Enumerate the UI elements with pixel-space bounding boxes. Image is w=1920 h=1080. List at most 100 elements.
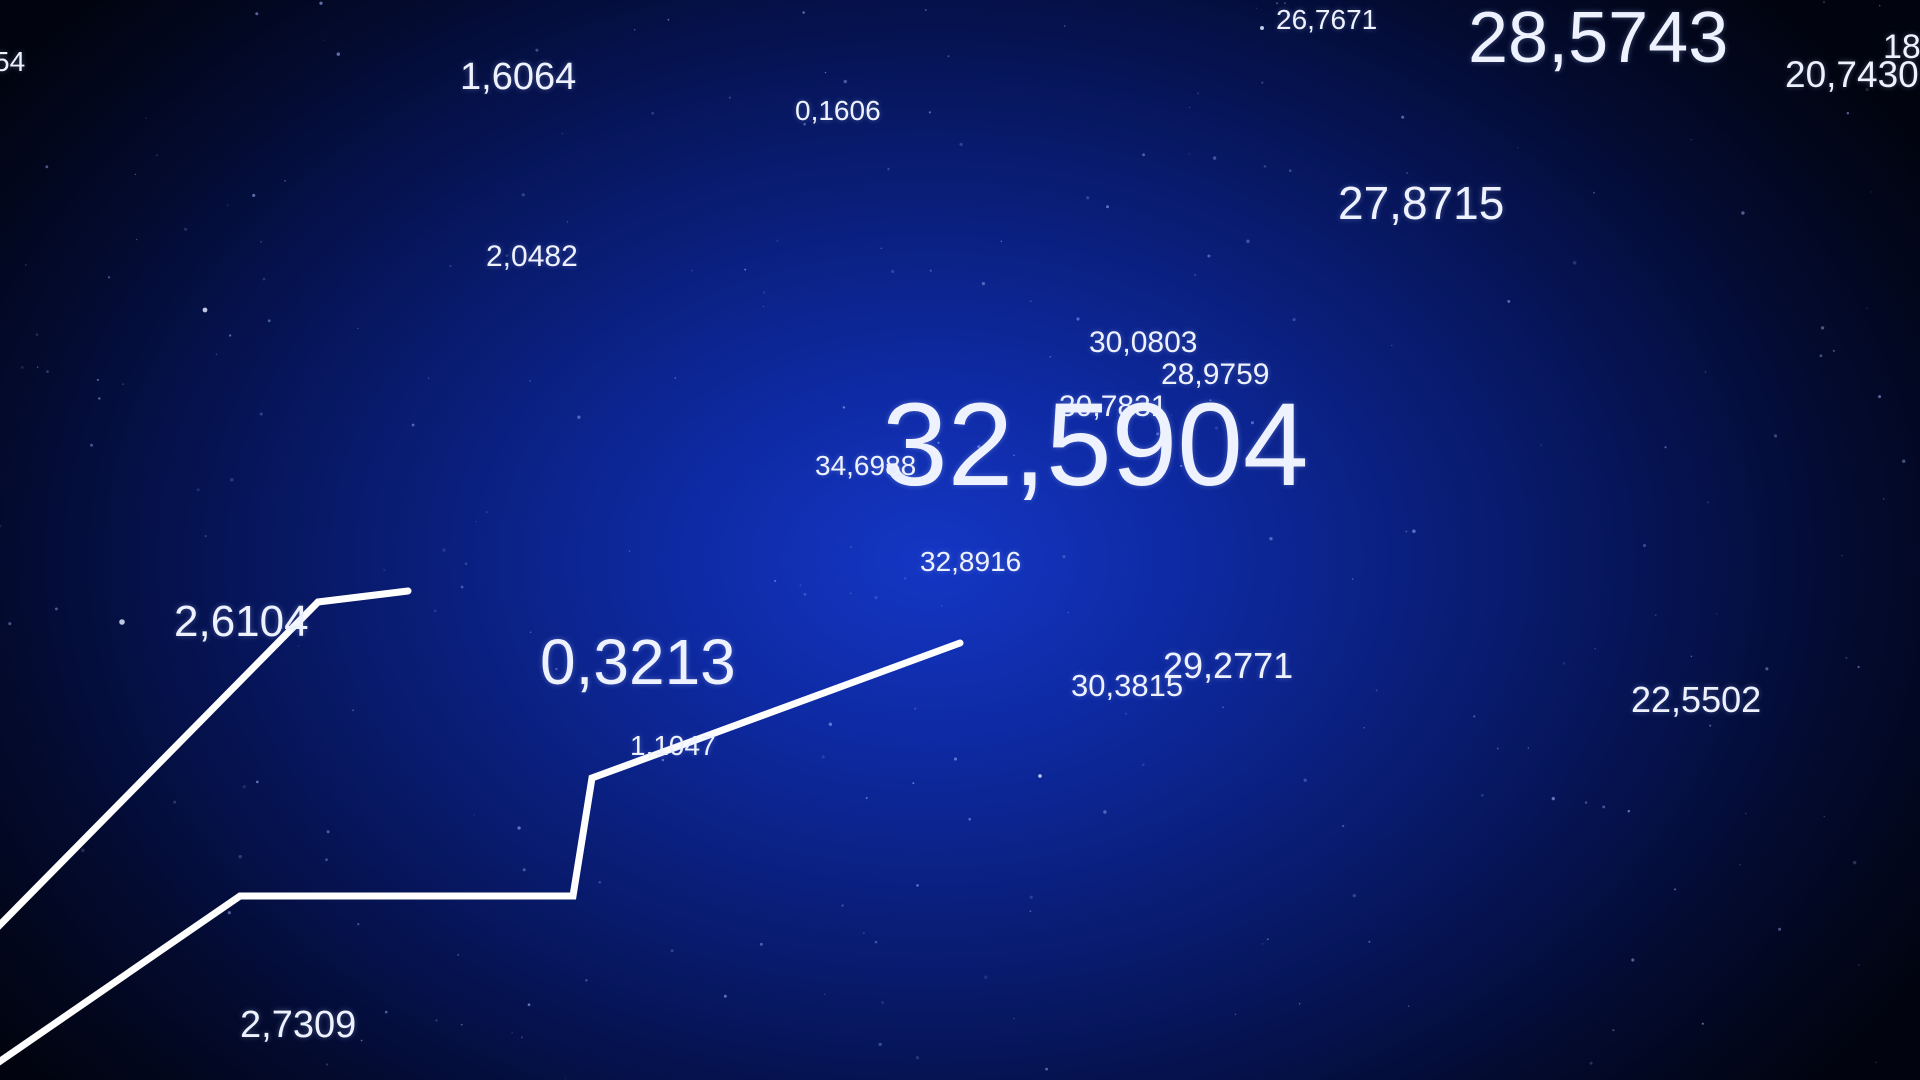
star-dot — [147, 950, 149, 953]
star-dot — [628, 550, 631, 552]
star-dot — [505, 254, 509, 258]
star-dot — [1865, 88, 1869, 92]
star-dot — [1870, 191, 1873, 193]
trend-line-upper — [0, 587, 412, 930]
number-label: 18 — [1883, 28, 1920, 66]
star-dot — [865, 796, 868, 800]
star-dot — [1642, 543, 1647, 548]
star-dot — [511, 1032, 513, 1034]
star-dot — [1631, 958, 1635, 962]
star-dot — [577, 415, 581, 419]
star-dot — [828, 722, 833, 726]
star-dot — [759, 942, 763, 946]
star-dot — [1193, 273, 1197, 277]
star-dot — [435, 1019, 438, 1022]
star-dot — [1823, 1, 1825, 3]
star-dot — [917, 447, 919, 449]
star-dot — [1709, 724, 1712, 727]
star-dot — [336, 52, 341, 56]
star-dot — [564, 1077, 567, 1080]
star-dot — [555, 667, 558, 671]
star-dot — [1412, 529, 1416, 534]
number-label: 30,7831 — [1059, 390, 1168, 423]
star-dot — [1246, 239, 1250, 244]
star-dot — [259, 240, 263, 243]
star-dot — [204, 535, 207, 538]
star-dot — [651, 111, 655, 115]
star-dot — [8, 622, 12, 626]
star-dot — [1261, 81, 1264, 84]
star-dot — [1496, 747, 1499, 750]
star-dot — [433, 609, 437, 613]
star-dot — [325, 1063, 329, 1066]
star-dot — [36, 366, 39, 368]
star-dot — [1368, 940, 1371, 943]
star-dot — [259, 412, 263, 416]
number-label: 27,8715 — [1338, 177, 1505, 229]
star-dot — [475, 520, 477, 523]
star-dot — [1029, 895, 1033, 899]
star-dot — [360, 1039, 363, 1042]
star-dot — [1584, 801, 1588, 804]
star-dot — [1222, 706, 1224, 709]
star-dot — [1739, 864, 1741, 866]
star-dot — [928, 111, 932, 114]
star-dot — [744, 268, 747, 271]
star-dot — [1142, 153, 1146, 157]
star-dot — [1704, 371, 1707, 373]
number-label: 2,0482 — [486, 240, 578, 273]
star-dot — [1572, 261, 1577, 265]
star-dot — [35, 333, 39, 336]
number-label: 34,6988 — [815, 450, 917, 481]
star-dot — [98, 397, 101, 400]
star-dot — [252, 193, 256, 197]
star-dot — [521, 193, 525, 197]
star-dot — [1212, 156, 1217, 160]
star-dot — [968, 817, 971, 821]
star-dot — [981, 281, 986, 286]
star-dot — [959, 142, 963, 147]
star-dot — [1823, 815, 1826, 818]
star-dot — [449, 264, 452, 268]
star-dot — [962, 477, 966, 482]
star-dot — [1690, 655, 1693, 658]
star-dot — [841, 904, 844, 907]
bright-star-dot — [119, 619, 125, 625]
number-label: 2,7309 — [240, 1004, 357, 1046]
star-dot — [1063, 25, 1066, 27]
star-dot — [156, 154, 158, 157]
number-label: 32,8916 — [920, 546, 1022, 577]
star-dot — [1480, 793, 1484, 797]
star-dot — [723, 994, 727, 998]
star-dot — [1363, 727, 1365, 729]
star-dot — [1255, 7, 1258, 9]
star-dot — [774, 579, 777, 582]
star-dot — [1275, 2, 1279, 5]
star-dot — [634, 29, 636, 31]
star-dot — [1288, 169, 1292, 172]
star-dot — [262, 277, 266, 281]
star-dot — [881, 1001, 884, 1004]
star-dot — [81, 848, 85, 853]
star-dot — [1156, 432, 1160, 436]
trend-line-lower — [0, 639, 964, 1066]
star-dot — [411, 423, 415, 427]
star-dot — [1170, 414, 1173, 416]
star-dot — [802, 11, 805, 14]
star-dot — [1901, 459, 1906, 464]
star-dot — [977, 445, 981, 449]
star-dot — [661, 758, 665, 762]
star-dot — [229, 334, 232, 337]
star-dot — [1551, 796, 1556, 801]
star-dot — [1076, 317, 1080, 321]
star-dot — [46, 370, 49, 373]
star-dot — [670, 949, 674, 953]
number-label: 0,1606 — [795, 95, 881, 126]
star-dot — [1765, 667, 1769, 671]
star-dot — [940, 604, 943, 607]
star-dot — [1124, 712, 1128, 715]
star-dot — [457, 953, 460, 957]
star-dot — [1062, 555, 1066, 559]
star-dot — [850, 592, 852, 595]
star-dot — [460, 585, 464, 589]
